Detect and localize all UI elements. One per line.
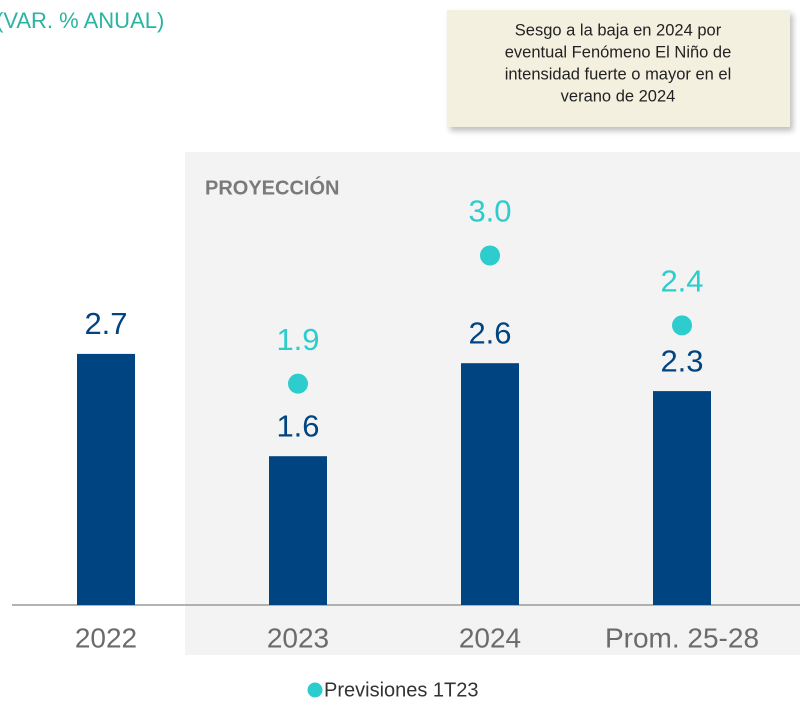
legend-marker — [307, 682, 323, 698]
chart-title: (VAR. % ANUAL) — [0, 8, 164, 33]
dot-value-label: 1.9 — [276, 322, 319, 357]
forecast-dot — [288, 373, 308, 394]
bar — [77, 353, 135, 605]
bar — [461, 363, 519, 605]
bar-value-label: 1.6 — [276, 408, 319, 443]
annotation: Sesgo a la baja en 2024 por eventual Fenó… — [505, 21, 732, 105]
x-tick-label: Prom. 25-28 — [605, 622, 759, 653]
x-tick-label: 2022 — [75, 622, 137, 653]
bar — [269, 456, 327, 605]
annotation-line: Sesgo a la baja en 2024 por — [515, 21, 722, 39]
forecast-dot — [672, 315, 692, 336]
annotation-line: intensidad fuerte o mayor en el — [505, 65, 732, 83]
bar-value-label: 2.7 — [84, 306, 127, 341]
bar-value-label: 2.6 — [468, 315, 511, 350]
bar — [653, 391, 711, 605]
legend-label: Previsiones 1T23 — [324, 679, 479, 701]
forecast-dot — [480, 245, 500, 266]
dot-value-label: 3.0 — [468, 194, 511, 229]
section-label: PROYECCIÓN — [205, 175, 339, 199]
x-tick-label: 2023 — [267, 622, 329, 653]
annotation-box — [447, 10, 790, 127]
dot-value-label: 2.4 — [660, 264, 703, 299]
annotation-line: verano de 2024 — [561, 87, 676, 105]
x-tick-label: 2024 — [459, 622, 521, 653]
annotation-line: eventual Fenómeno El Niño de — [505, 43, 732, 61]
bar-value-label: 2.3 — [660, 343, 703, 378]
